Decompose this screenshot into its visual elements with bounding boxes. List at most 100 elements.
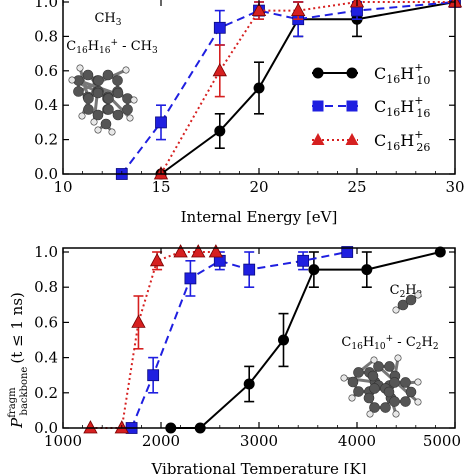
carbon-atom	[380, 402, 391, 413]
data-point-C16H26+	[291, 2, 306, 17]
series-line-C16H26+	[90, 251, 216, 429]
data-point-C16H26+	[251, 2, 267, 17]
data-point-C16H10+	[243, 378, 255, 390]
bottom-panel: 1000 2000 3000 4000 5000 0.0 0.2 0.4 0.6 0.8 1.0 V…	[34, 243, 461, 474]
y-tick-label: 0.0	[34, 165, 58, 183]
hydrogen-atom	[90, 118, 98, 126]
carbon-atom	[103, 104, 114, 115]
data-point-C16H26+	[191, 244, 206, 258]
hydrogen-atom	[122, 66, 130, 74]
data-point-C16H26+	[149, 252, 165, 267]
x-tick-label: 25	[347, 178, 366, 196]
carbon-atom	[122, 104, 133, 115]
molecule-c16h16-icon	[68, 64, 138, 136]
carbon-atom	[93, 75, 104, 86]
carbon-atom	[112, 75, 123, 86]
molecule-c16h10-icon	[340, 354, 422, 418]
data-point-C16H26+	[131, 314, 146, 328]
carbon-atom	[397, 299, 409, 311]
y-axis-label: Pfragmbackbone(t ≤ 1 ns)	[7, 292, 30, 429]
data-point-C16H16+	[243, 263, 256, 276]
hydrogen-atom	[392, 410, 400, 418]
legend: C16H+ 10 C16H+ 16 C16H+ 26	[311, 61, 430, 154]
x-tick-label: 10	[53, 178, 72, 196]
hydrogen-atom	[366, 410, 374, 418]
carbon-atom	[363, 392, 375, 404]
data-point-C16H26+	[83, 420, 98, 434]
data-point-C16H26+	[208, 244, 224, 258]
molecule-c2h2-icon	[392, 291, 422, 314]
carbon-atom	[83, 104, 94, 115]
series-line-C16H16+	[130, 251, 348, 429]
data-point-C16H16+	[155, 116, 167, 129]
carbon-atom	[353, 386, 364, 397]
x-tick-label: 5000	[423, 432, 461, 450]
carbon-atom	[400, 396, 411, 407]
c16h16-ch3-label: C16H16+ - CH3	[66, 38, 158, 56]
data-point-C16H16+	[184, 272, 197, 285]
x-tick-label: 20	[249, 178, 268, 196]
hydrogen-atom	[370, 356, 378, 364]
carbon-atom	[367, 370, 379, 382]
top-panel: 10 15 20 25 30 0.0 0.2 0.4 0.6 0.8 1.0 Internal En…	[34, 0, 465, 226]
carbon-atom	[73, 86, 84, 97]
x-tick-label: 30	[445, 178, 464, 196]
carbon-atom	[369, 383, 380, 394]
y-tick-label: 0.2	[34, 384, 58, 402]
carbon-atom	[369, 402, 380, 413]
data-point-C16H10+	[308, 264, 320, 276]
hydrogen-atom	[414, 291, 422, 299]
legend-marker	[346, 100, 358, 112]
data-point-C16H10+	[278, 334, 289, 346]
data-point-C16H10+	[434, 246, 446, 258]
bottom-xlabel: Vibrational Temperature [K]	[150, 460, 366, 474]
legend-marker	[312, 100, 324, 112]
hydrogen-atom	[414, 378, 422, 386]
y-tick-label: 0.0	[34, 419, 58, 437]
legend-label-C16H10+: C16H+ 10	[374, 61, 430, 87]
carbon-atom	[389, 377, 400, 388]
legend-label-C16H16+: C16H+ 16	[374, 94, 430, 120]
bottom-tick-marks	[62, 248, 456, 429]
y-tick-label: 0.8	[34, 278, 58, 296]
hydrogen-atom	[94, 126, 102, 134]
data-point-C16H16+	[297, 254, 310, 267]
carbon-atom	[103, 93, 114, 104]
carbon-atom	[100, 118, 112, 130]
carbon-atom	[353, 367, 364, 378]
data-point-C16H16+	[213, 21, 226, 34]
carbon-atom	[112, 87, 124, 99]
hydrogen-atom	[414, 398, 422, 406]
data-point-C16H26+	[173, 244, 188, 258]
data-point-C16H10+	[253, 82, 265, 94]
c16h10-c2h2-label: C16H10+ - C2H2	[341, 334, 438, 352]
x-tick-label: 15	[151, 178, 170, 196]
legend-marker	[312, 67, 324, 79]
top-tick-marks	[62, 0, 456, 175]
carbon-atom	[405, 294, 417, 306]
y-tick-label: 0.4	[34, 349, 58, 367]
x-tick-label: 4000	[338, 432, 376, 450]
y-tick-label: 1.0	[34, 0, 58, 11]
carbon-atom	[405, 386, 417, 398]
hydrogen-atom	[126, 114, 134, 122]
hydrogen-atom	[348, 394, 356, 402]
data-point-C16H16+	[341, 246, 354, 258]
carbon-atom	[112, 109, 124, 121]
hydrogen-atom	[340, 374, 348, 382]
carbon-atom	[83, 93, 94, 104]
carbon-atom	[92, 109, 104, 121]
y-tick-label: 0.4	[34, 96, 58, 114]
y-tick-label: 0.6	[34, 62, 58, 80]
top-annotation: CH3 C16H16+ - CH3	[66, 11, 158, 136]
carbon-atom	[384, 361, 395, 372]
legend-marker	[311, 133, 325, 145]
carbon-atom	[400, 377, 411, 388]
hydrogen-atom	[108, 128, 116, 136]
hydrogen-atom	[130, 96, 138, 104]
legend-marker	[345, 133, 359, 145]
x-tick-label: 3000	[240, 432, 278, 450]
x-tick-label: 2000	[142, 432, 180, 450]
data-point-C16H10+	[361, 264, 373, 276]
carbon-atom	[82, 69, 94, 81]
